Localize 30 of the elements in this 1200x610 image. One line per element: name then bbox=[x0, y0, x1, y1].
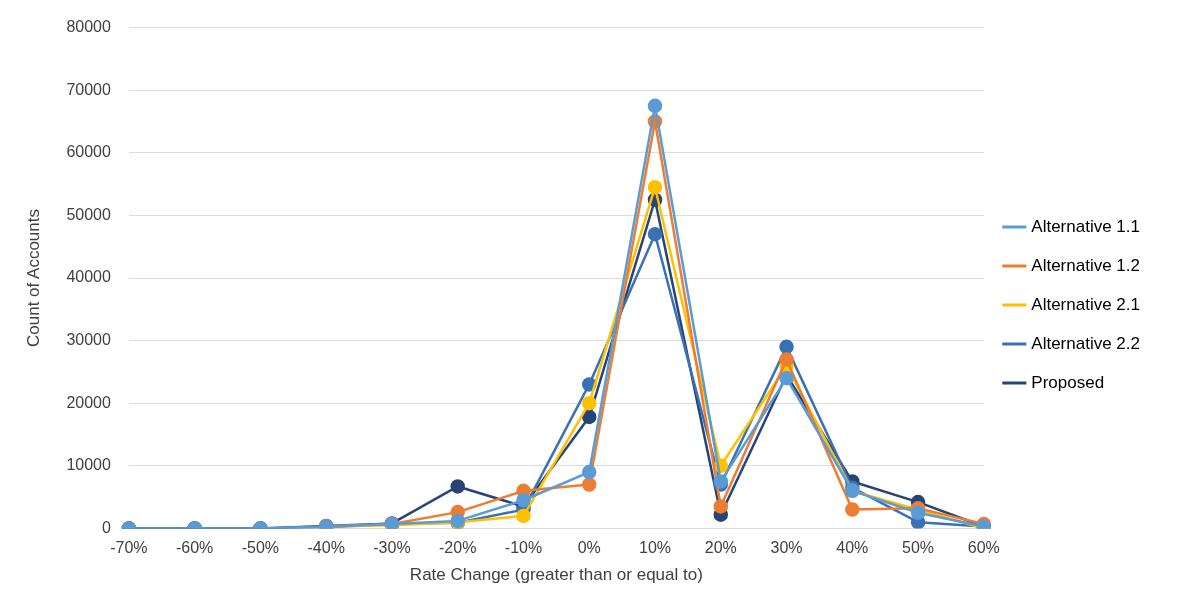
x-tick-label: -10% bbox=[504, 539, 543, 557]
legend-label: Alternative 1.1 bbox=[1031, 216, 1141, 236]
x-axis-title: Rate Change (greater than or equal to) bbox=[409, 565, 703, 585]
x-tick-label: 50% bbox=[902, 539, 935, 557]
y-tick-label: 50000 bbox=[66, 205, 111, 223]
y-tick-label: 30000 bbox=[66, 331, 111, 349]
y-axis-title: Count of Accounts bbox=[23, 209, 43, 347]
x-tick-label: -60% bbox=[175, 539, 214, 557]
x-tick-label: -20% bbox=[439, 539, 477, 557]
legend-label: Alternative 1.2 bbox=[1031, 255, 1141, 275]
x-tick-label: 20% bbox=[704, 539, 737, 557]
x-tick-label: -70% bbox=[110, 539, 148, 557]
y-tick-label: 60000 bbox=[66, 143, 111, 161]
y-tick-label: 20000 bbox=[66, 393, 111, 411]
y-tick-label: 10000 bbox=[66, 456, 111, 474]
y-tick-label: 70000 bbox=[66, 80, 111, 98]
x-tick-label: 40% bbox=[836, 539, 869, 557]
x-tick-label: 0% bbox=[577, 539, 601, 557]
y-tick-label: 0 bbox=[101, 518, 111, 536]
legend-label: Alternative 2.2 bbox=[1031, 333, 1141, 353]
x-tick-label: -40% bbox=[307, 539, 345, 557]
x-tick-label: -50% bbox=[241, 539, 280, 557]
y-tick-label: 80000 bbox=[66, 18, 111, 36]
legend-label: Proposed bbox=[1031, 372, 1105, 392]
x-tick-label: -30% bbox=[373, 539, 411, 557]
y-tick-label: 40000 bbox=[66, 268, 111, 286]
x-tick-label: 10% bbox=[638, 539, 672, 557]
legend-label: Alternative 2.1 bbox=[1031, 294, 1141, 314]
x-tick-label: 60% bbox=[967, 539, 1000, 557]
x-tick-label: 30% bbox=[770, 539, 803, 557]
